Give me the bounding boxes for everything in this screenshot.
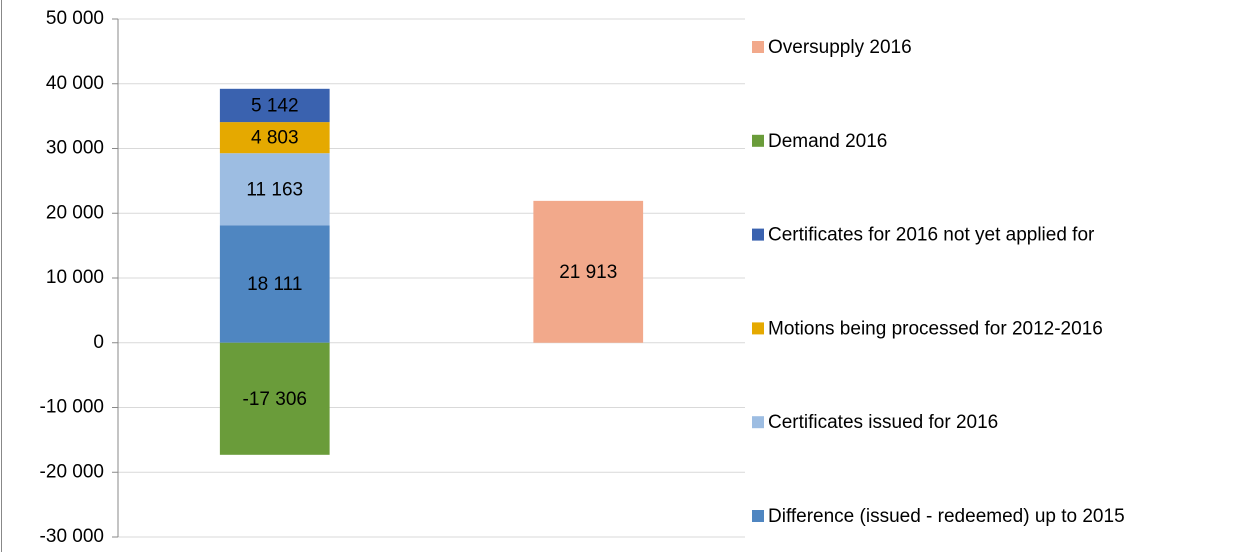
y-tick-label: -10 000 bbox=[40, 397, 104, 418]
data-label: 11 163 bbox=[246, 179, 303, 200]
legend-swatch bbox=[752, 416, 764, 429]
data-label: 21 913 bbox=[559, 262, 617, 283]
y-tick-label: 40 000 bbox=[46, 73, 104, 94]
data-label: -17 306 bbox=[243, 389, 307, 410]
bar-segment bbox=[533, 200, 644, 343]
data-label: 18 111 bbox=[247, 274, 302, 295]
y-tick-label: -30 000 bbox=[40, 526, 104, 547]
legend-label: Demand 2016 bbox=[768, 131, 887, 152]
legend-swatch bbox=[752, 41, 764, 53]
legend-label: Certificates issued for 2016 bbox=[768, 412, 998, 433]
legend-swatch bbox=[752, 322, 764, 335]
y-tick-label: 10 000 bbox=[46, 267, 104, 288]
legend-swatch bbox=[752, 228, 764, 241]
legend-label: Oversupply 2016 bbox=[768, 37, 912, 58]
y-tick-label: 50 000 bbox=[46, 8, 104, 29]
bar-segment bbox=[219, 88, 330, 123]
legend-label: Motions being processed for 2012-2016 bbox=[768, 318, 1103, 339]
legend-swatch bbox=[752, 134, 764, 147]
legend-swatch bbox=[752, 510, 764, 522]
data-label: 5 142 bbox=[251, 95, 299, 116]
bar-segment bbox=[219, 342, 330, 455]
legend-label: Certificates for 2016 not yet applied fo… bbox=[768, 225, 1095, 246]
legend-label: Difference (issued - redeemed) up to 201… bbox=[768, 506, 1125, 527]
y-tick-label: 0 bbox=[93, 332, 104, 353]
y-tick-label: 20 000 bbox=[46, 202, 104, 223]
data-label: 4 803 bbox=[251, 128, 299, 149]
y-tick-label: 30 000 bbox=[46, 138, 104, 159]
y-tick-label: -20 000 bbox=[40, 461, 104, 482]
bar-segment bbox=[219, 122, 330, 154]
bar-segment bbox=[219, 225, 330, 343]
bar-segment bbox=[219, 153, 330, 226]
